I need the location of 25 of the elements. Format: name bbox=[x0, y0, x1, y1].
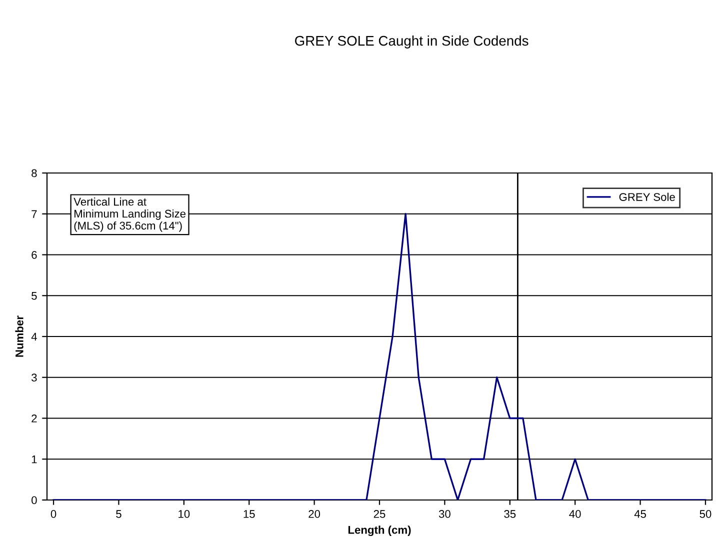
x-tick-label: 30 bbox=[438, 510, 450, 518]
annotation: Vertical Line at Minimum Landing Size (MLS) of 35.6cm (14") bbox=[74, 198, 186, 232]
x-tick-label: 10 bbox=[178, 510, 190, 518]
x-axis-title: Length (cm) bbox=[348, 526, 411, 536]
x-tick-label: 20 bbox=[308, 510, 320, 518]
legend-label: GREY Sole bbox=[619, 192, 675, 201]
y-tick-label: 6 bbox=[32, 251, 37, 259]
y-tick-label: 3 bbox=[32, 374, 37, 382]
y-tick-label: 2 bbox=[32, 414, 37, 422]
x-tick-label: 15 bbox=[244, 510, 255, 518]
x-tick-label: 25 bbox=[374, 510, 386, 518]
chart-title: GREY SOLE Caught in Side Codends bbox=[295, 36, 528, 48]
y-tick-label: 1 bbox=[32, 456, 37, 464]
x-tick-label: 40 bbox=[569, 510, 581, 518]
y-tick-label: 0 bbox=[32, 496, 37, 504]
y-tick-label: 5 bbox=[32, 292, 37, 300]
y-tick-label: 8 bbox=[32, 169, 37, 178]
x-tick-label: 0 bbox=[50, 510, 56, 518]
y-tick-label: 7 bbox=[32, 210, 37, 218]
x-tick-label: 35 bbox=[504, 510, 516, 518]
x-tick-label: 45 bbox=[634, 510, 646, 518]
y-axis-title: Number bbox=[15, 316, 24, 357]
y-tick-label: 4 bbox=[31, 332, 37, 341]
x-tick-label: 5 bbox=[116, 510, 122, 518]
x-tick-label: 50 bbox=[700, 510, 712, 518]
